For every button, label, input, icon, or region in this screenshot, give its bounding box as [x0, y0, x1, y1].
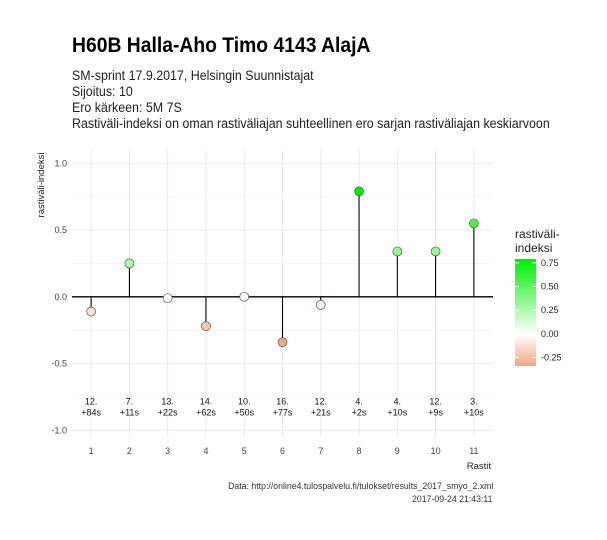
- annotation-rank: 12.: [85, 396, 98, 406]
- data-point: [86, 306, 96, 317]
- annotation-rank: 14.: [200, 396, 213, 406]
- subtitle-event: SM-sprint 17.9.2017, Helsingin Suunnista…: [72, 68, 314, 83]
- legend-colorbar: [515, 259, 536, 366]
- data-point: [354, 186, 364, 197]
- x-axis-title: Rastit: [467, 461, 492, 472]
- x-tick-label: 9: [395, 446, 400, 456]
- split-annotation: 16. +77s: [273, 396, 293, 417]
- subtitle-description: Rastiväli-indeksi on oman rastiväliajan …: [72, 116, 550, 131]
- split-annotation: 12. +9s: [428, 396, 443, 417]
- annotation-rank: 4.: [355, 396, 363, 406]
- annotation-diff: +62s: [196, 407, 216, 417]
- annotation-diff: +10s: [464, 407, 484, 417]
- subtitle-placement: Sijoitus: 10: [72, 84, 133, 99]
- legend-tick-label: 0.50: [541, 281, 559, 291]
- split-annotation: 12. +21s: [311, 396, 331, 417]
- annotation-diff: +11s: [120, 407, 140, 417]
- annotation-rank: 7.: [126, 396, 134, 406]
- split-annotation: 3. +10s: [464, 396, 484, 417]
- legend-tick-label: 0.25: [541, 305, 559, 315]
- y-tick-label: 1.0: [54, 158, 67, 168]
- timestamp-caption: 2017-09-24 21:43:11: [412, 494, 493, 505]
- page-title: H60B Halla-Aho Timo 4143 AlajA: [72, 34, 371, 57]
- x-tick-label: 7: [318, 446, 323, 456]
- data-point: [430, 246, 441, 257]
- split-annotation: 4. +10s: [387, 396, 407, 417]
- data-point: [392, 246, 403, 257]
- split-annotation: 7. +11s: [120, 396, 140, 417]
- legend-title-line2: indeksi: [515, 241, 552, 255]
- y-axis-title: rastiväli-indeksi: [36, 153, 47, 218]
- data-point: [201, 321, 211, 332]
- annotation-rank: 13.: [161, 396, 174, 406]
- annotation-rank: 12.: [315, 396, 328, 406]
- x-tick-label: 8: [357, 446, 362, 456]
- data-point: [315, 299, 326, 310]
- x-tick-label: 5: [242, 446, 247, 456]
- annotation-rank: 12.: [429, 396, 442, 406]
- annotation-diff: +2s: [352, 407, 367, 417]
- annotation-rank: 16.: [276, 396, 289, 406]
- x-tick-label: 11: [469, 446, 478, 456]
- data-point: [162, 293, 173, 304]
- x-tick-label: 2: [127, 446, 132, 456]
- legend-tick-label: 0.75: [541, 258, 559, 268]
- annotation-diff: +77s: [273, 407, 293, 417]
- data-point: [239, 291, 250, 302]
- x-tick-label: 10: [431, 446, 441, 456]
- annotation-diff: +50s: [234, 407, 254, 417]
- legend-tick-label: -0.25: [541, 352, 562, 362]
- y-tick-label: -1.0: [51, 425, 67, 435]
- x-tick-label: 1: [89, 446, 94, 456]
- data-point: [469, 218, 479, 229]
- annotation-diff: +22s: [158, 407, 178, 417]
- x-tick-label: 4: [203, 446, 208, 456]
- data-point: [124, 258, 135, 269]
- annotation-rank: 10.: [238, 396, 251, 406]
- y-tick-label: 0.5: [54, 225, 67, 235]
- annotation-rank: 3.: [470, 396, 478, 406]
- legend-title-line1: rastiväli-: [515, 227, 560, 241]
- x-tick-label: 3: [165, 446, 170, 456]
- x-tick-label: 6: [280, 446, 285, 456]
- stems: [72, 191, 493, 343]
- split-annotation: 10. +50s: [234, 396, 254, 417]
- split-annotation: 4. +2s: [352, 396, 367, 417]
- annotation-diff: +21s: [311, 407, 331, 417]
- subtitle-gap: Ero kärkeen: 5M 7S: [72, 100, 182, 115]
- data-source-caption: Data: http://online4.tulospalvelu.fi/tul…: [227, 481, 493, 492]
- split-annotation: 14. +62s: [196, 396, 216, 417]
- axes: Rastit rastiväli-indeksi -1.0 -0.5 0.0 0.5 1…: [36, 153, 491, 472]
- points: [86, 186, 479, 348]
- legend: rastiväli- indeksi 0.75 0.50 0.25 0.00 -0.25: [515, 227, 562, 366]
- y-tick-label: -0.5: [51, 359, 67, 369]
- legend-tick-label: 0.00: [541, 329, 559, 339]
- grid: [72, 150, 493, 437]
- split-annotation: 12. +84s: [81, 396, 101, 417]
- split-annotation: 13. +22s: [158, 396, 178, 417]
- data-point: [277, 337, 288, 348]
- annotation-rank: 4.: [394, 396, 402, 406]
- y-tick-label: 0.0: [54, 292, 67, 302]
- annotation-diff: +10s: [387, 407, 407, 417]
- annotation-diff: +84s: [81, 407, 101, 417]
- annotation-diff: +9s: [428, 407, 443, 417]
